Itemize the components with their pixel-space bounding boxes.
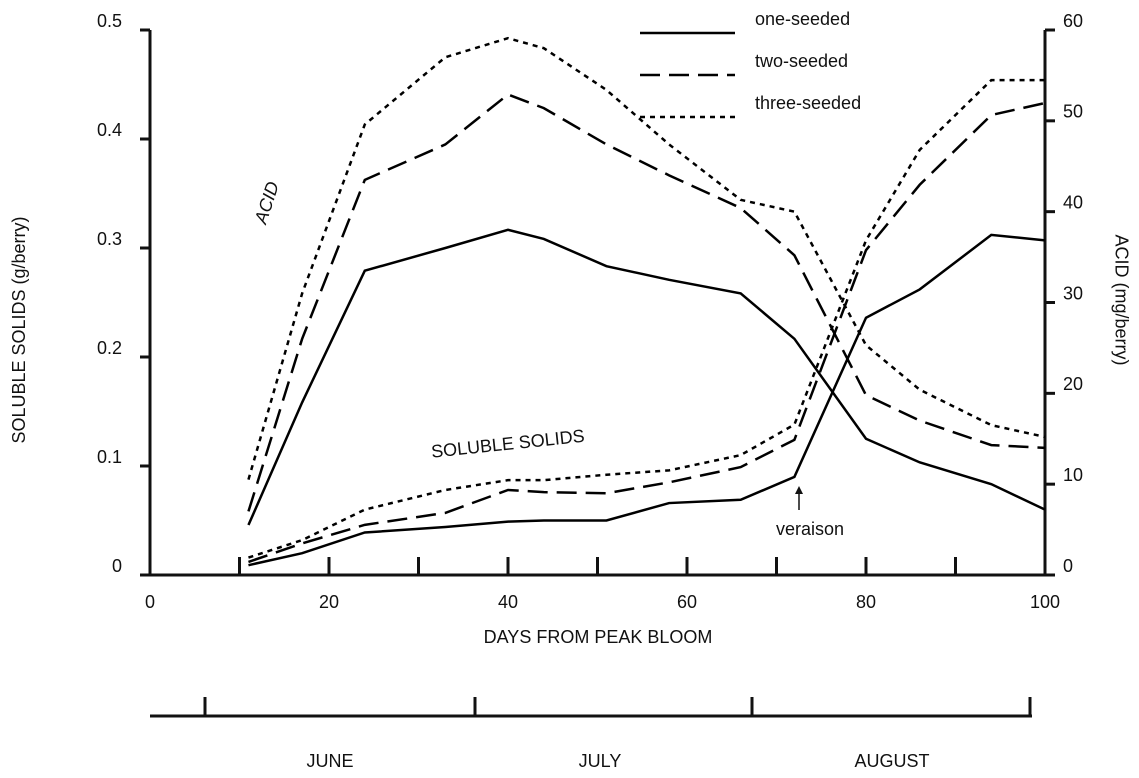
y-axis-label: SOLUBLE SOLIDS (g/berry) <box>9 216 29 443</box>
y2-tick-label: 30 <box>1063 283 1083 303</box>
y2-tick-label: 40 <box>1063 192 1083 212</box>
veraison-arrowhead <box>795 486 803 494</box>
x-tick-label: 20 <box>319 592 339 612</box>
month-axis <box>150 697 1032 718</box>
y-tick-label: 0.2 <box>97 338 122 358</box>
month-label: JUNE <box>306 751 353 771</box>
x-tick-label: 100 <box>1030 592 1060 612</box>
x-tick-label: 80 <box>856 592 876 612</box>
data-line <box>248 101 1046 564</box>
x-axis-label: DAYS FROM PEAK BLOOM <box>484 627 713 647</box>
month-label: AUGUST <box>854 751 929 771</box>
annotation: ACID <box>250 179 283 227</box>
annotation: veraison <box>776 519 844 539</box>
data-line <box>248 233 1046 567</box>
month-label: JULY <box>579 751 622 771</box>
y2-tick-label: 60 <box>1063 11 1083 31</box>
x-tick-label: 40 <box>498 592 518 612</box>
data-line <box>248 78 1045 559</box>
y2-tick-label: 50 <box>1063 102 1083 122</box>
legend-label: three-seeded <box>755 93 861 113</box>
y-tick-label: 0.5 <box>97 11 122 31</box>
data-line <box>247 228 1046 526</box>
legend-label: two-seeded <box>755 51 848 71</box>
y-tick-label: 0.3 <box>97 229 122 249</box>
y-tick-label: 0.4 <box>97 120 122 140</box>
x-tick-label: 0 <box>145 592 155 612</box>
y2-tick-label: 0 <box>1063 556 1073 576</box>
data-line <box>247 93 1046 512</box>
annotation: SOLUBLE SOLIDS <box>430 426 585 462</box>
x-tick-label: 60 <box>677 592 697 612</box>
y-tick-label: 0.1 <box>97 447 122 467</box>
y2-tick-label: 10 <box>1063 465 1083 485</box>
y2-tick-label: 20 <box>1063 374 1083 394</box>
y-tick-label: 0 <box>112 556 122 576</box>
data-line <box>247 36 1046 480</box>
y2-axis-label: ACID (mg/berry) <box>1111 234 1131 365</box>
legend-label: one-seeded <box>755 9 850 29</box>
